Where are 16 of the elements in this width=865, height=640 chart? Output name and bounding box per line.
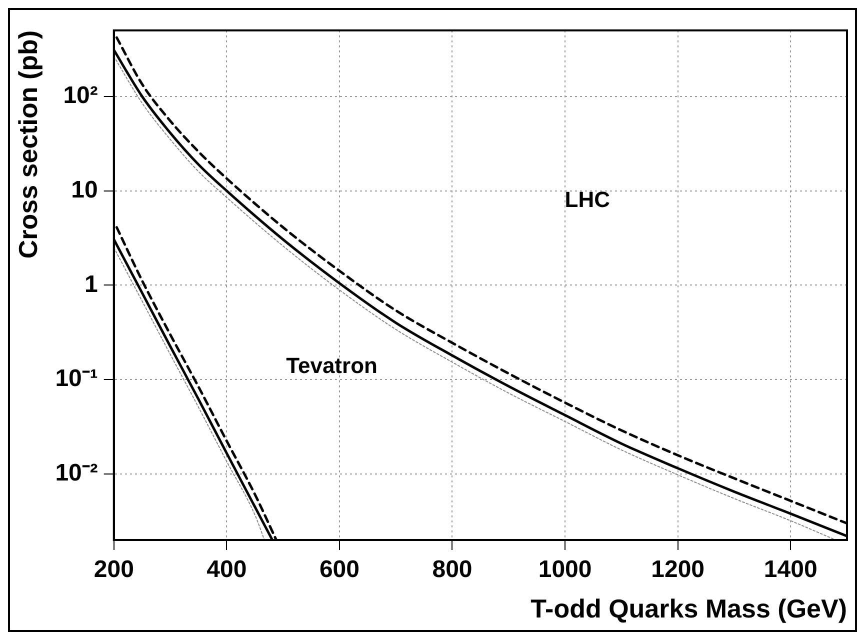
y-tick-label: 10 bbox=[71, 176, 98, 204]
x-tick-label: 1400 bbox=[764, 556, 818, 584]
x-axis-title: T-odd Quarks Mass (GeV) bbox=[530, 594, 847, 624]
x-tick-label: 1200 bbox=[651, 556, 705, 584]
y-tick-label: 10² bbox=[63, 82, 98, 110]
x-tick-label: 800 bbox=[432, 556, 472, 584]
y-tick-label: 10⁻² bbox=[55, 460, 98, 487]
y-tick-label: 10⁻¹ bbox=[55, 365, 98, 392]
annotation: Tevatron bbox=[286, 352, 378, 378]
y-axis-title: Cross section (pb) bbox=[12, 30, 43, 259]
x-tick-label: 400 bbox=[206, 556, 247, 584]
x-tick-label: 600 bbox=[319, 556, 360, 584]
x-tick-label: 1000 bbox=[538, 556, 592, 584]
y-tick-label: 1 bbox=[84, 270, 98, 298]
x-tick-label: 200 bbox=[94, 556, 134, 584]
annotation: LHC bbox=[564, 187, 610, 212]
